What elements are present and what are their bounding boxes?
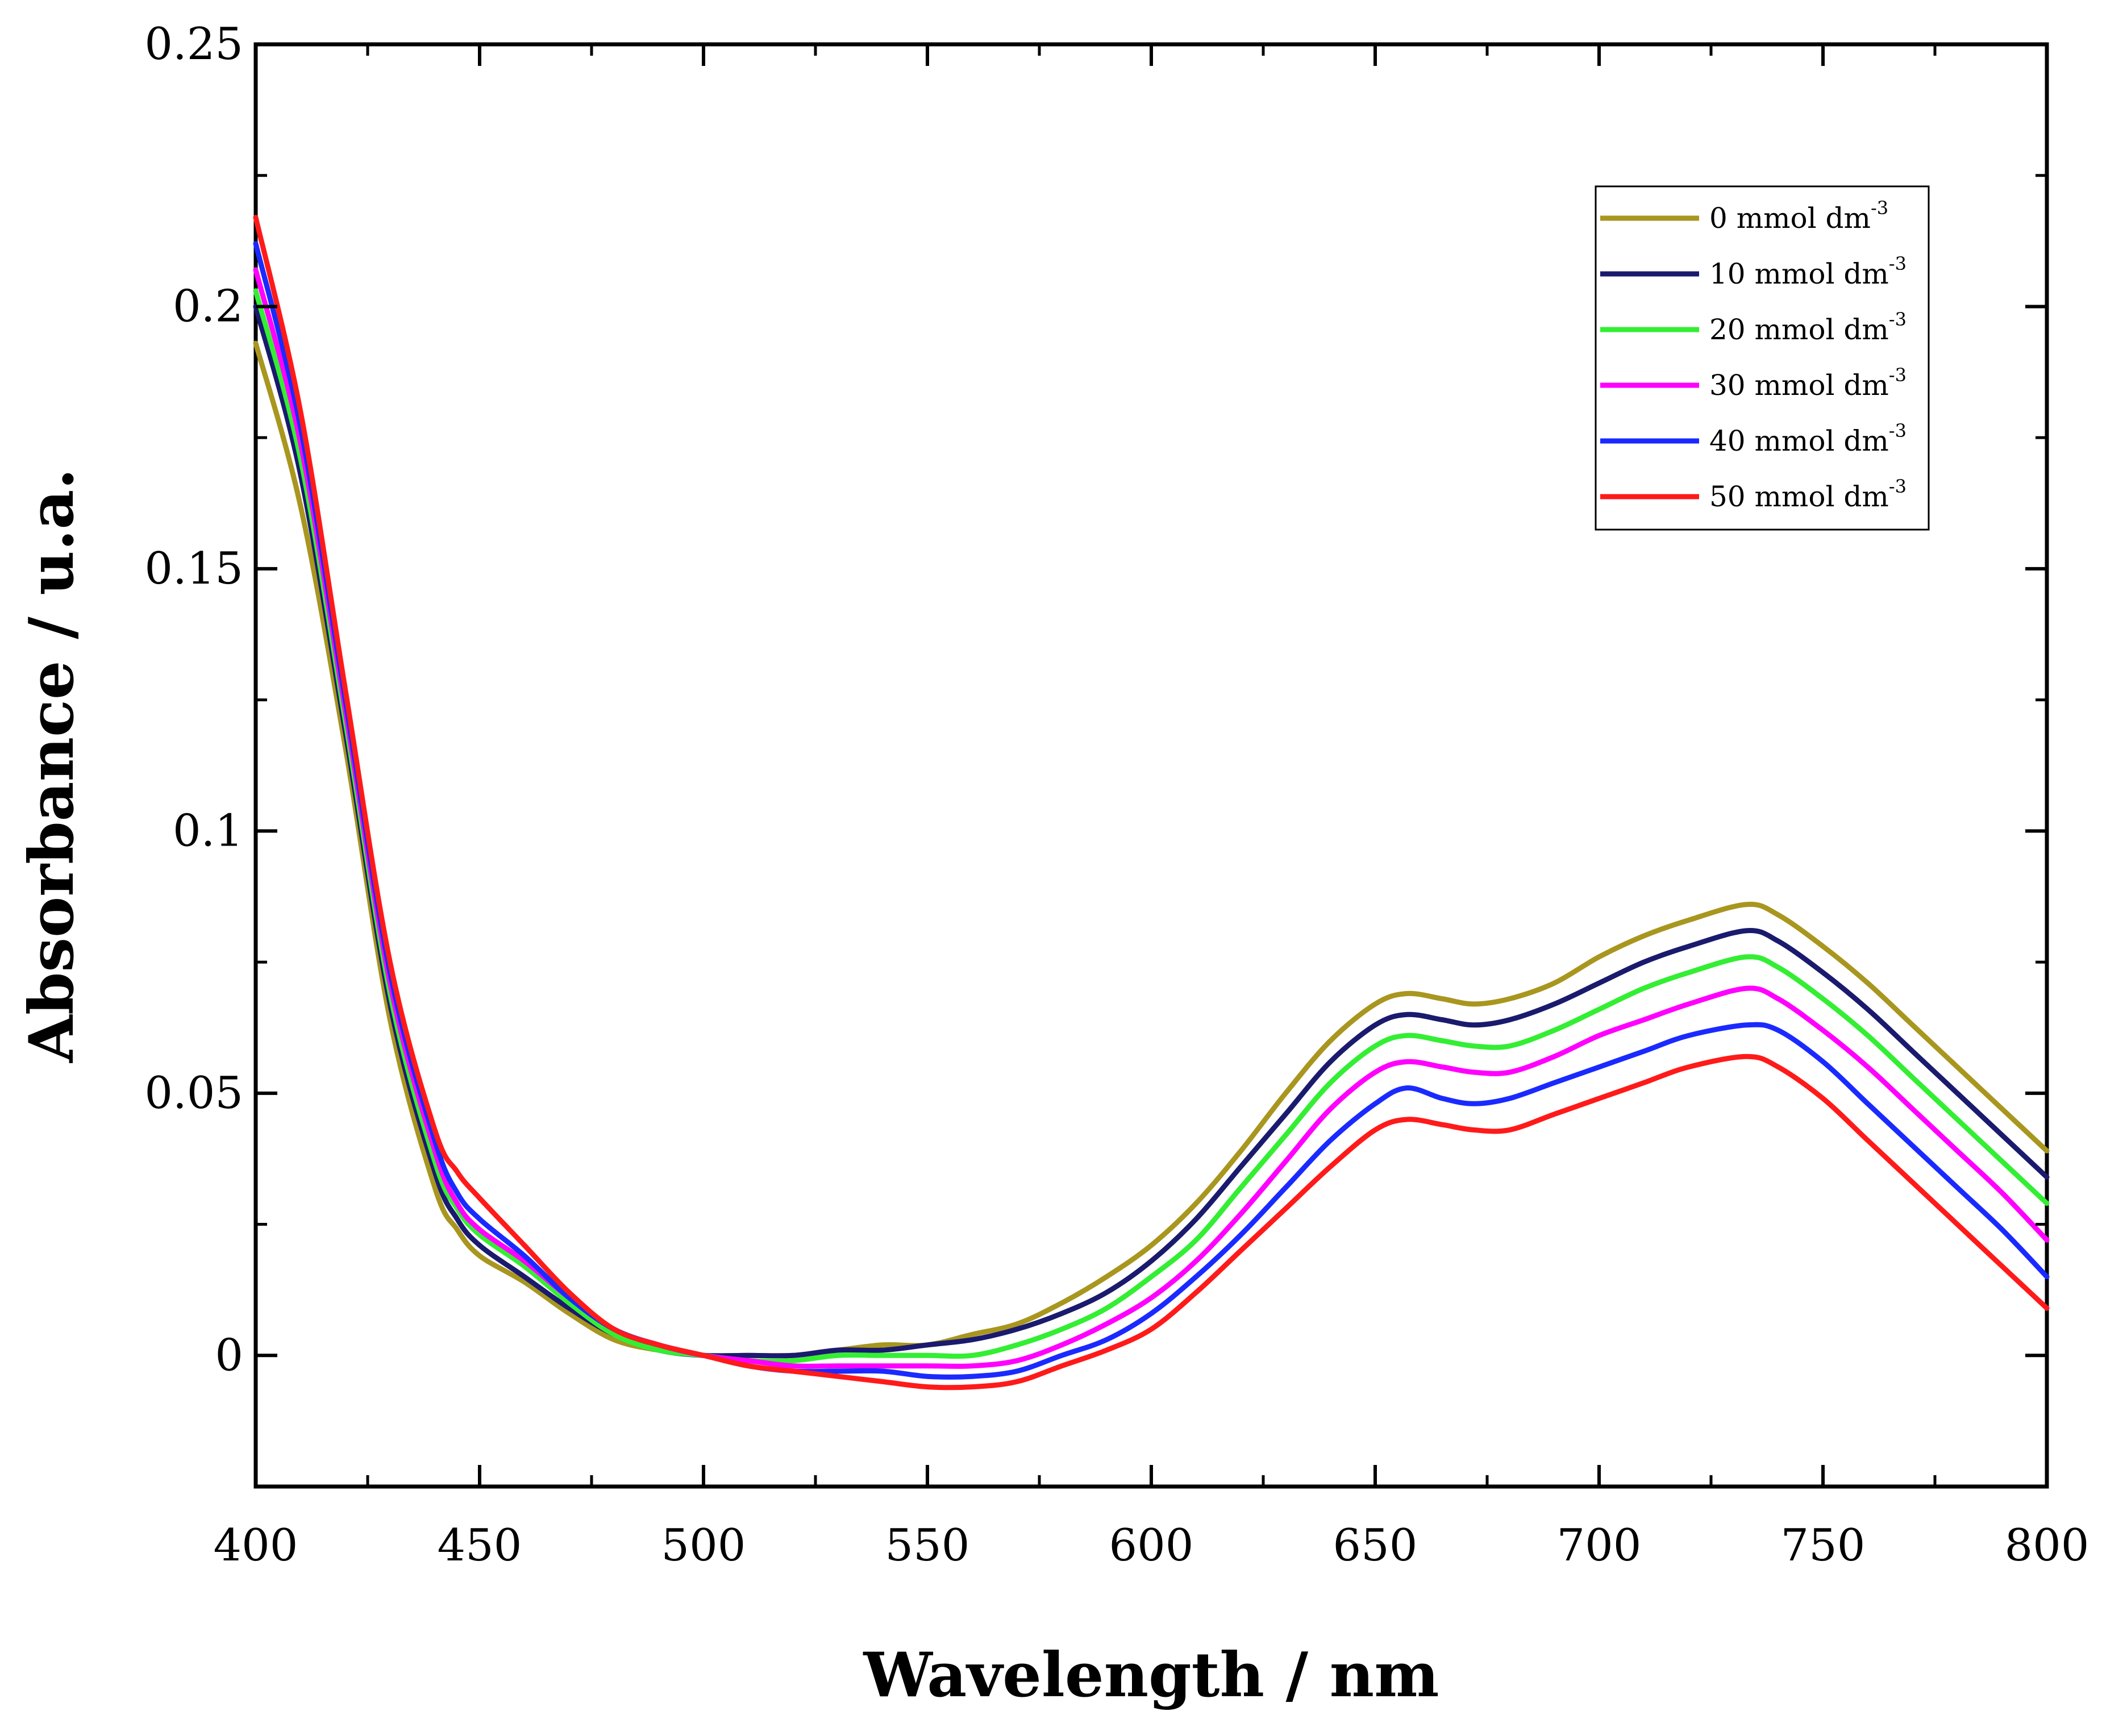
y-tick-label: 0.1 <box>173 805 243 856</box>
x-tick-label: 750 <box>1781 1520 1866 1571</box>
y-axis: 0 0.05 0.1 0.15 0.2 0.25 <box>144 19 2047 1488</box>
series-line-3 <box>253 267 2050 1369</box>
legend-label: 20 mmol dm-3 <box>1709 309 1907 346</box>
x-tick-label: 450 <box>438 1520 522 1571</box>
x-tick-label: 400 <box>214 1520 298 1571</box>
legend-label: 30 mmol dm-3 <box>1709 364 1907 402</box>
x-tick-label: 800 <box>2005 1520 2089 1571</box>
legend-label: 50 mmol dm-3 <box>1709 476 1907 513</box>
y-axis-title: Absorbance / u.a. <box>16 468 88 1063</box>
y-tick-label: 0.05 <box>144 1068 243 1119</box>
x-tick-label: 550 <box>885 1520 970 1571</box>
series-line-2 <box>253 288 2050 1364</box>
x-tick-label: 650 <box>1333 1520 1418 1571</box>
series-line-0 <box>253 340 2050 1359</box>
x-tick-label: 700 <box>1557 1520 1642 1571</box>
x-tick-label: 500 <box>661 1520 746 1571</box>
y-tick-label: 0.25 <box>144 19 243 70</box>
series-line-5 <box>253 215 2050 1391</box>
legend-box <box>1595 185 1930 531</box>
y-tick-label: 0.15 <box>144 543 243 594</box>
legend-label: 40 mmol dm-3 <box>1709 420 1907 457</box>
x-axis: 400 450 500 550 600 650 700 750 800 <box>214 44 2089 1571</box>
series-line-1 <box>253 304 2050 1359</box>
x-axis-title: Wavelength / nm <box>863 1639 1439 1711</box>
legend-label: 0 mmol dm-3 <box>1709 197 1888 235</box>
legend-label: 10 mmol dm-3 <box>1709 253 1907 290</box>
series-line-4 <box>253 241 2050 1380</box>
y-tick-label: 0.2 <box>173 281 243 332</box>
series-layer <box>253 215 2050 1391</box>
legend-items: 0 mmol dm-3 10 mmol dm-3 20 mmol dm-3 30 mm… <box>1600 197 1907 513</box>
y-tick-label: 0 <box>215 1330 243 1381</box>
legend: 0 mmol dm-3 10 mmol dm-3 20 mmol dm-3 30 mm… <box>1595 185 1930 531</box>
x-tick-label: 600 <box>1109 1520 1194 1571</box>
